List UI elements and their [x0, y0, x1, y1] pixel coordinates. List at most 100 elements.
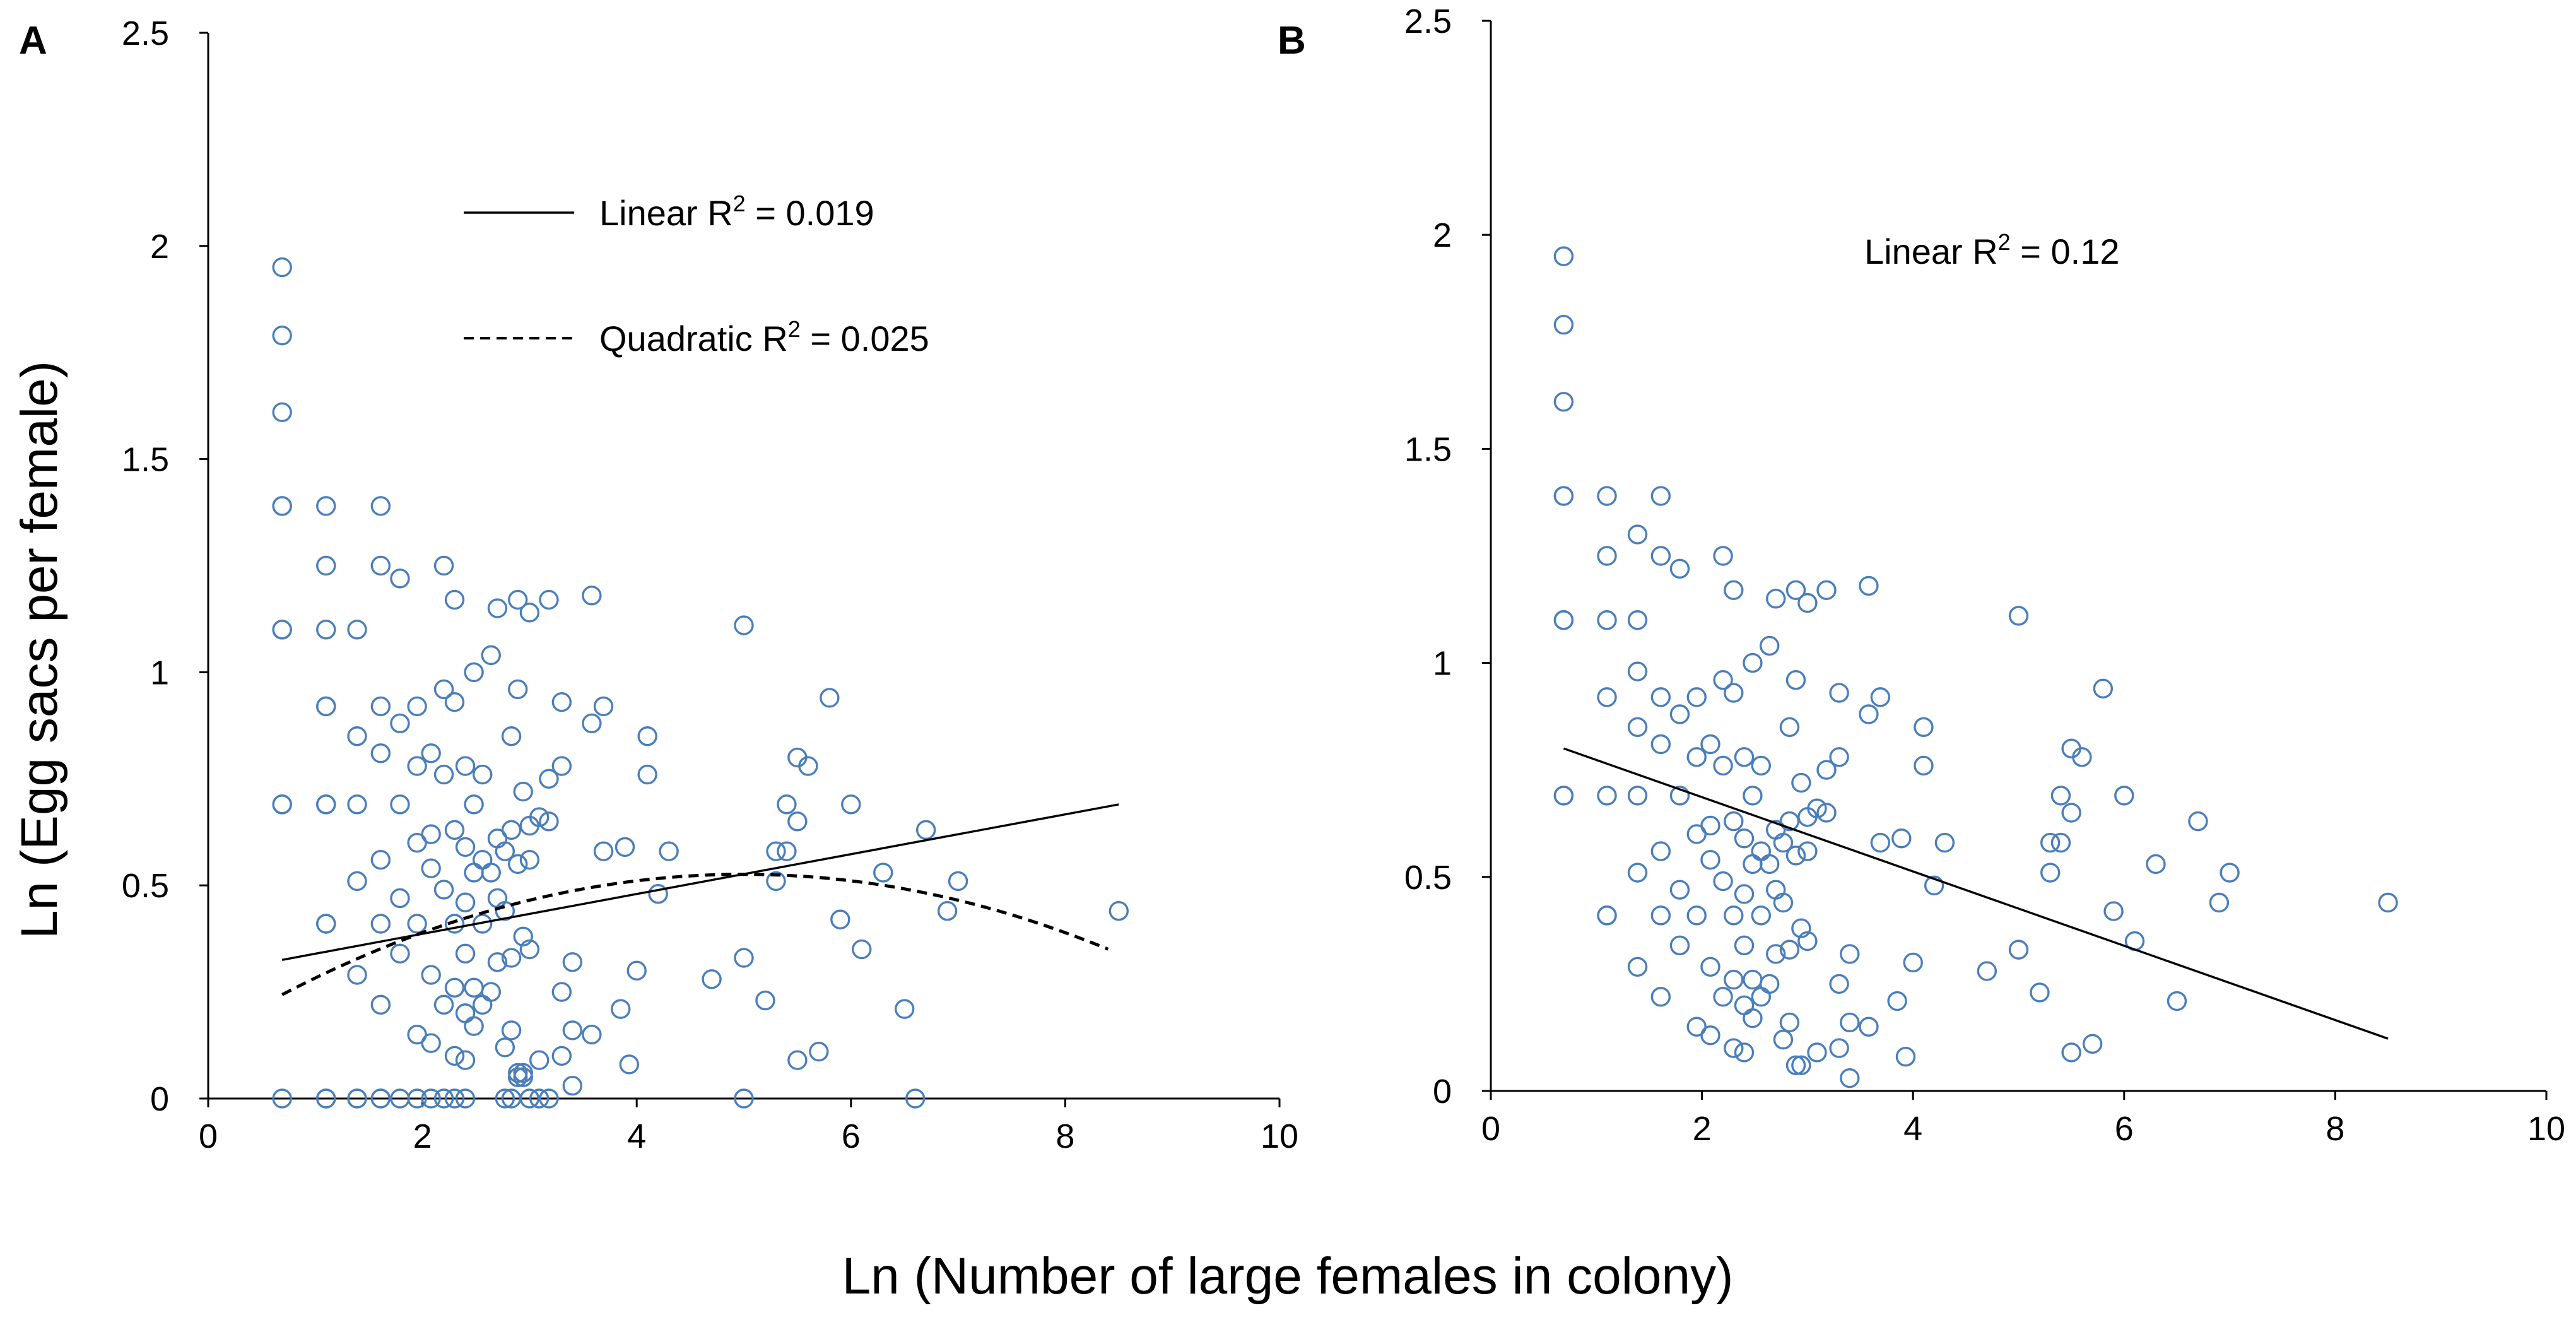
- panel-a-data-point: [316, 496, 336, 516]
- panel-a-data-point: [513, 926, 533, 946]
- panel-b-letter: B: [1278, 19, 1306, 62]
- panel-a-data-point: [766, 841, 786, 861]
- panel-b-data-point: [1829, 747, 1849, 767]
- panel-b-data-point: [1829, 974, 1849, 994]
- panel-b-data-point: [1977, 961, 1997, 981]
- panel-a-data-point: [501, 948, 522, 968]
- panel-a-data-point: [421, 1033, 441, 1053]
- panel-a-data-point: [272, 620, 292, 640]
- panel-b-data-point: [1840, 1012, 1860, 1033]
- panel-a-data-point: [370, 696, 391, 717]
- panel-b-data-point: [1759, 974, 1780, 994]
- panel-a-data-point: [798, 756, 818, 776]
- panel-a-data-point: [481, 863, 501, 883]
- panel-a-data-point: [272, 257, 292, 278]
- panel-b-data-point: [1743, 1008, 1763, 1028]
- panel-b-data-point: [1650, 687, 1671, 707]
- panel-b-data-point: [1734, 828, 1755, 849]
- panel-b-data-point: [1650, 987, 1671, 1007]
- panel-a-data-point: [529, 1088, 550, 1109]
- panel-a-data-point: [637, 726, 657, 746]
- panel-a-data-point: [421, 965, 441, 985]
- panel-b-data-point: [1773, 892, 1794, 913]
- panel-b-data-point: [1859, 704, 1879, 724]
- panel-a-data-point: [905, 1088, 926, 1109]
- panel-b-data-point: [1734, 935, 1755, 956]
- panel-a-data-point: [370, 743, 391, 763]
- panel-a-data-point: [551, 756, 572, 776]
- panel-a-data-point: [444, 914, 465, 934]
- panel-a-data-point: [455, 1088, 476, 1109]
- panel-b-data-point: [1791, 772, 1811, 793]
- panel-a-data-point: [390, 713, 410, 734]
- panel-a-data-point: [421, 743, 441, 763]
- panel-a-data-point: [508, 1067, 528, 1087]
- panel-a-data-point: [407, 832, 427, 853]
- panel-a-data-point: [487, 952, 508, 972]
- panel-b-data-point: [1686, 747, 1707, 767]
- panel-b-data-point: [1650, 486, 1671, 506]
- panel-b-data-point: [1870, 687, 1891, 707]
- panel-a-data-point: [421, 858, 441, 878]
- panel-b-data-point: [1713, 871, 1733, 892]
- panel-a-data-point: [539, 811, 559, 832]
- panel-b-data-point: [1859, 575, 1879, 596]
- panel-a-data-point: [777, 841, 797, 861]
- panel-b-x-tick-label: 0: [1481, 1110, 1500, 1148]
- panel-a-data-point: [529, 807, 550, 827]
- panel-b-data-point: [1597, 905, 1617, 926]
- panel-a-data-point: [619, 1054, 640, 1075]
- panel-a-data-point: [272, 794, 292, 815]
- panel-b-data-point: [2209, 892, 2230, 913]
- panel-b-data-point: [2082, 1034, 2103, 1054]
- panel-b-data-point: [1627, 661, 1648, 681]
- panel-b-data-point: [1791, 1055, 1811, 1075]
- panel-b-y-tick-label: 0: [1433, 1073, 1452, 1111]
- panel-a-data-point: [495, 901, 515, 921]
- panel-a-y-tick-label: 2.5: [122, 15, 169, 52]
- panel-a-data-point: [472, 849, 493, 870]
- panel-b-y-tick-label: 1: [1433, 645, 1452, 683]
- panel-a-x-tick-label: 2: [413, 1117, 432, 1155]
- panel-b-data-point: [1627, 717, 1648, 738]
- panel-b-data-point: [1553, 392, 1574, 412]
- panel-b-data-point: [2378, 892, 2398, 913]
- panel-b-data-point: [1734, 884, 1755, 904]
- panel-b-data-point: [1924, 875, 1944, 896]
- panel-b-data-point: [1700, 1025, 1720, 1046]
- panel-b-data-point: [1797, 931, 1818, 952]
- panel-a-data-point: [852, 939, 872, 960]
- panel-a-data-point: [316, 696, 336, 717]
- panel-b-data-point: [1797, 841, 1818, 861]
- panel-a-x-tick-label: 4: [627, 1117, 646, 1155]
- panel-a-letter: A: [19, 19, 47, 62]
- panel-a-data-point: [464, 977, 484, 998]
- panel-a-data-point: [370, 994, 391, 1015]
- panel-a-data-point: [316, 794, 336, 815]
- panel-a-data-point: [444, 977, 465, 998]
- panel-b-data-point: [1734, 995, 1755, 1016]
- panel-b-x-tick-label: 4: [1903, 1110, 1922, 1148]
- panel-b-data-point: [1553, 314, 1574, 335]
- panel-a-data-point: [316, 555, 336, 576]
- panel-a-data-point: [615, 837, 635, 857]
- panel-a-data-point: [455, 1050, 476, 1070]
- panel-a-data-point: [347, 965, 367, 985]
- panel-a-data-point: [539, 769, 559, 789]
- panel-b-legend-linear: Linear R2 = 0.12: [1864, 229, 2120, 271]
- panel-a-data-point: [777, 794, 797, 815]
- panel-a-data-point: [390, 888, 410, 909]
- panel-b-data-point: [1779, 940, 1800, 960]
- panel-b-data-point: [2220, 863, 2240, 883]
- panel-a-data-point: [481, 982, 501, 1002]
- panel-b-data-point: [1597, 687, 1617, 707]
- panel-b-data-point: [1553, 246, 1574, 266]
- panel-b-data-point: [1724, 905, 1744, 926]
- panel-b-data-point: [1700, 849, 1720, 870]
- panel-b-data-point: [1914, 755, 1934, 776]
- panel-a-data-point: [501, 726, 522, 746]
- panel-a-data-point: [501, 820, 522, 840]
- panel-b-data-point: [1669, 786, 1690, 806]
- panel-b-data-point: [1785, 846, 1806, 866]
- panel-a-data-point: [487, 888, 508, 909]
